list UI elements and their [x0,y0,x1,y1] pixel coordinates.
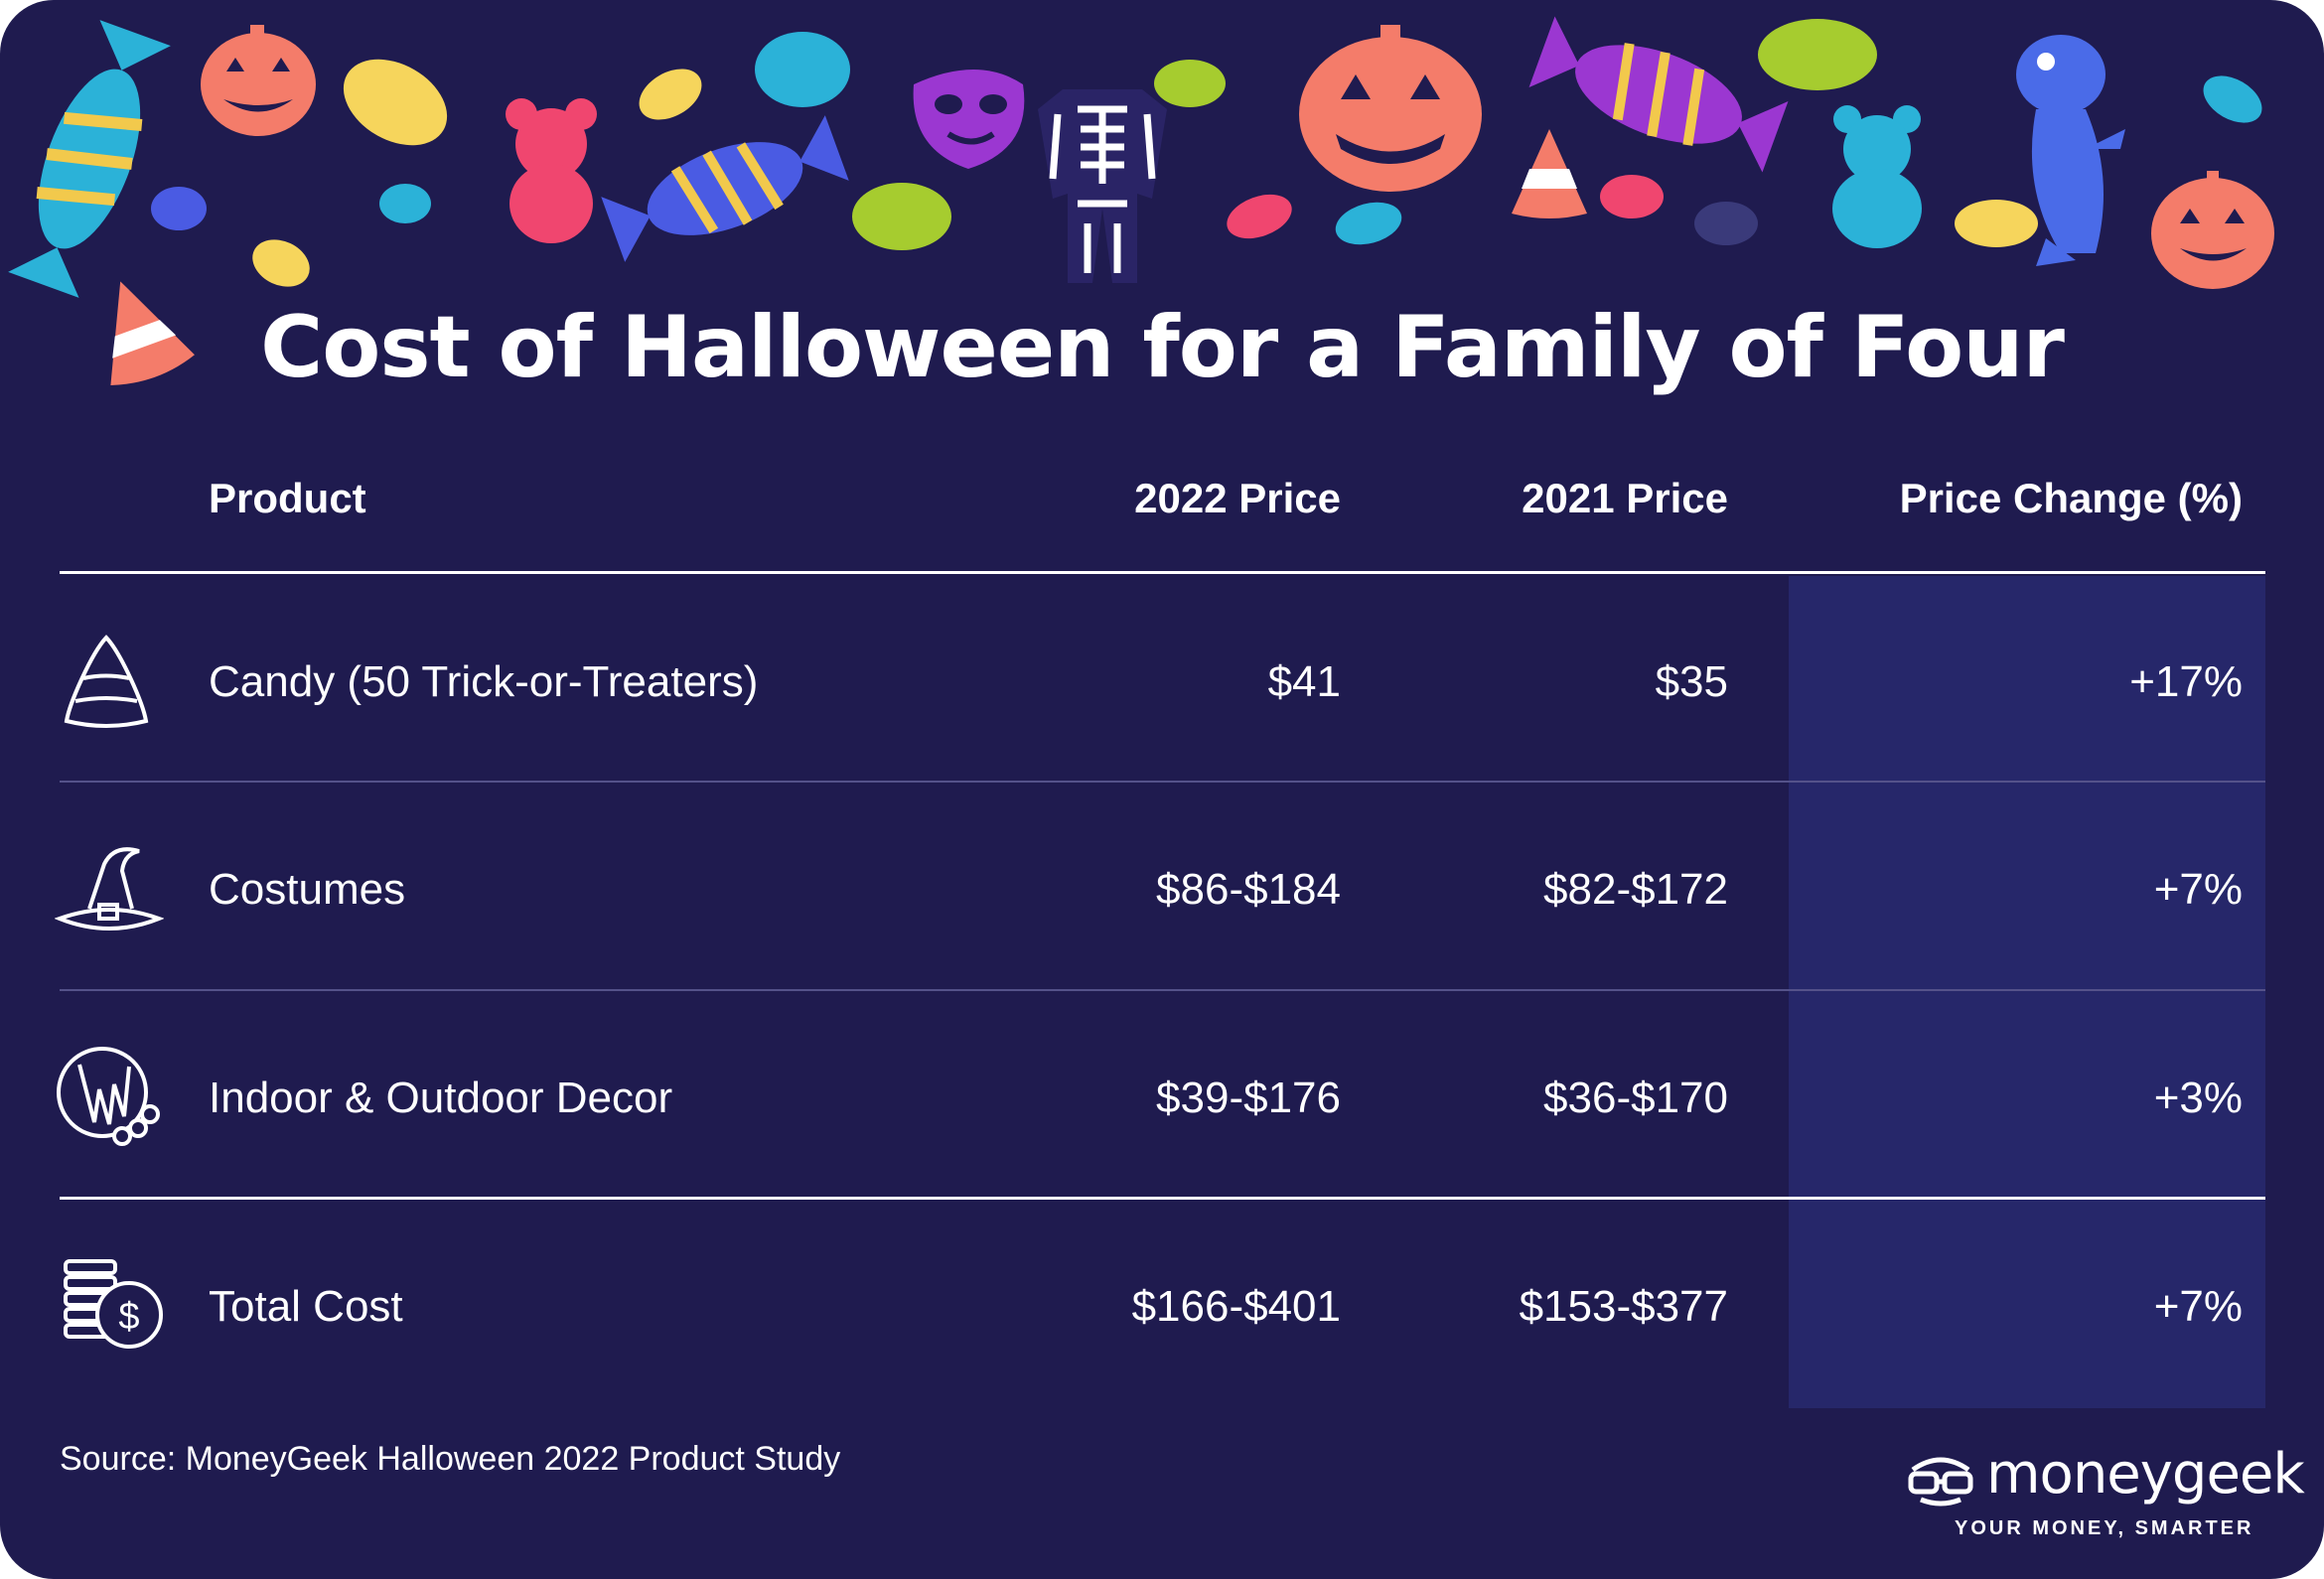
jellybean-icon [2203,75,2262,123]
moneygeek-logo-icon [1908,1457,1973,1507]
witch-hat-icon [55,847,164,931]
jellybean-icon [343,59,448,146]
jellybean-icon [151,187,207,230]
table-row-price-2021: $35 [1655,657,1728,706]
jellybean-icon [1227,194,1292,239]
brand-name: moneygeek [1986,1442,2305,1507]
header-price-change: Price Change (%) [1899,475,2243,521]
mask-icon [913,70,1025,169]
halloween-candy-decoration [8,16,2274,385]
svg-text:$: $ [118,1296,139,1338]
total-row-price-2022: $166-$401 [1131,1282,1341,1331]
total-divider [60,1197,2265,1200]
gummy-bear-icon [1832,105,1922,248]
wrapped-candy-icon [601,115,849,262]
table-row-price-2021: $36-$170 [1543,1074,1728,1122]
header-divider [60,571,2265,574]
gummy-bear-icon [506,98,597,243]
pumpkin-icon [1299,25,1482,192]
table-row-product: Indoor & Outdoor Decor [209,1074,673,1122]
page-title: Cost of Halloween for a Family of Four [260,298,2065,397]
dragon-icon [2016,35,2125,266]
price-change-highlight [1789,576,2265,1197]
jellybean-icon [1955,200,2038,247]
jellybean-icon [1694,202,1758,245]
total-row-price-change: +7% [2153,1282,2243,1331]
table-row-price-2021: $82-$172 [1543,865,1728,914]
pumpkin-icon [2151,171,2274,289]
jellybean-icon [1600,175,1664,218]
wrapped-candy-icon [8,20,171,298]
table-row-product: Candy (50 Trick-or-Treaters) [209,657,759,706]
table-row-price-change: +17% [2129,657,2243,706]
coins-dollar-icon: $ [64,1259,163,1349]
total-change-highlight [1789,1200,2265,1408]
header-2021-price: 2021 Price [1522,475,1728,521]
brand-tagline: YOUR MONEY, SMARTER [1955,1517,2254,1539]
pumpkin-icon [201,25,316,136]
jellybean-icon [1335,202,1402,245]
jellybean-icon [755,32,850,107]
jellybean-icon [1154,60,1226,107]
table-row-price-change: +7% [2153,865,2243,914]
wreath-decor-icon [57,1047,160,1146]
wrapped-candy-icon [1528,16,1789,173]
header-product: Product [209,475,366,521]
table-row-price-2022: $41 [1267,657,1341,706]
jellybean-icon [379,184,431,223]
source-note: Source: MoneyGeek Halloween 2022 Product… [60,1440,841,1478]
table-row-price-2022: $86-$184 [1156,865,1341,914]
total-row-label: Total Cost [209,1282,403,1331]
table-row-price-2022: $39-$176 [1156,1074,1341,1122]
brand-logo: moneygeek YOUR MONEY, SMARTER [1905,1442,2305,1551]
candy-corn-icon [1512,129,1587,218]
jellybean-icon [639,69,702,120]
table-row-product: Costumes [209,865,406,914]
jellybean-icon [252,239,310,287]
table-row-price-change: +3% [2153,1074,2243,1122]
row-divider [60,989,2265,991]
header-2022-price: 2022 Price [1134,475,1341,521]
jellybean-icon [852,183,951,250]
jellybean-icon [1758,19,1877,90]
skeleton-costume-icon [1038,89,1167,283]
total-row-price-2021: $153-$377 [1519,1282,1728,1331]
candy-corn-icon [110,281,195,385]
row-divider [60,781,2265,783]
candy-corn-icon [64,635,149,728]
